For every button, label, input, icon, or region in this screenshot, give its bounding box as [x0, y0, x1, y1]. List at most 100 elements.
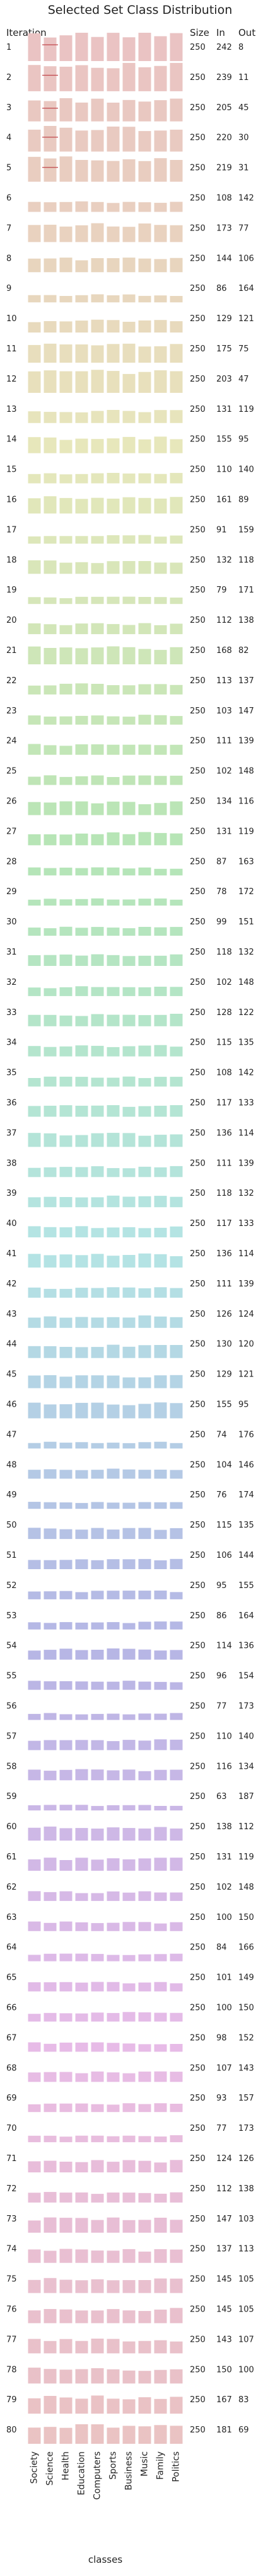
in-value: 220 — [216, 133, 232, 143]
size-value: 250 — [190, 2426, 206, 2435]
class-bar — [122, 1106, 136, 1117]
x-tick-label: Health — [61, 2451, 71, 2480]
class-bar — [75, 1559, 88, 1569]
in-value: 102 — [216, 767, 232, 776]
in-value: 77 — [216, 1702, 227, 1711]
out-value: 166 — [238, 1943, 254, 1953]
class-bar — [44, 988, 57, 996]
class-bar — [138, 320, 151, 333]
iteration-row: 75 250 145 105 — [6, 2275, 254, 2293]
class-bar — [170, 2397, 183, 2414]
class-bar — [122, 1983, 136, 1992]
iteration-label: 15 — [6, 465, 17, 475]
size-value: 250 — [190, 2033, 206, 2043]
class-bar — [122, 159, 136, 182]
class-bar — [154, 1375, 167, 1388]
class-bar — [138, 684, 151, 695]
iteration-label: 50 — [6, 1521, 17, 1530]
class-bar — [59, 867, 73, 876]
in-value: 86 — [216, 284, 227, 293]
class-bar — [107, 685, 120, 695]
class-bar — [170, 1375, 183, 1388]
class-bar — [122, 1133, 136, 1147]
class-bar — [28, 2193, 41, 2203]
out-value: 121 — [238, 314, 254, 324]
class-bar — [154, 65, 167, 91]
class-bar — [107, 1443, 120, 1449]
iteration-label: 47 — [6, 1430, 17, 1439]
class-bar — [28, 474, 41, 484]
class-bar — [75, 1106, 88, 1117]
class-bar — [170, 1739, 183, 1750]
class-bar — [107, 33, 120, 61]
iteration-row: 80 250 181 69 — [6, 2424, 249, 2444]
iteration-row: 23 250 103 147 — [6, 706, 254, 725]
class-bar — [154, 2369, 167, 2384]
in-value: 115 — [216, 1038, 232, 1048]
class-bar — [154, 1316, 167, 1328]
in-value: 108 — [216, 194, 232, 203]
iteration-label: 44 — [6, 1340, 17, 1349]
class-bar — [91, 954, 104, 966]
class-bar — [107, 1891, 120, 1901]
class-bar — [75, 1740, 88, 1750]
size-value: 250 — [190, 375, 206, 384]
class-bar — [170, 1528, 183, 1540]
class-bar — [59, 2369, 73, 2384]
class-bar — [59, 1105, 73, 1117]
class-bar — [59, 1769, 73, 1781]
size-value: 250 — [190, 435, 206, 445]
class-bar — [170, 775, 183, 785]
class-bar — [107, 1770, 120, 1781]
class-bar — [59, 1953, 73, 1961]
class-bar — [122, 322, 136, 333]
out-value: 106 — [238, 254, 254, 263]
in-value: 205 — [216, 103, 232, 113]
class-bar — [138, 1805, 151, 1811]
class-bar — [59, 1502, 73, 1509]
class-bar — [122, 1859, 136, 1871]
in-value: 138 — [216, 1822, 232, 1832]
class-bar — [154, 1227, 167, 1238]
in-value: 129 — [216, 314, 232, 324]
class-bar — [170, 62, 183, 91]
in-value: 103 — [216, 706, 232, 716]
out-value: 155 — [238, 1581, 254, 1591]
iteration-row: 63 250 100 150 — [6, 1913, 254, 1931]
class-bar — [170, 647, 183, 664]
class-bar — [28, 157, 41, 182]
x-tick-label: Politics — [172, 2451, 182, 2482]
class-bar — [138, 2044, 151, 2052]
class-bar — [91, 775, 104, 785]
size-header: Size — [190, 27, 209, 38]
class-bar — [59, 1591, 73, 1599]
iteration-row: 38 250 111 139 — [6, 1159, 254, 1177]
out-value: 146 — [238, 1460, 254, 1470]
class-bar — [44, 685, 57, 695]
class-bar — [170, 1502, 183, 1509]
class-bar — [107, 295, 120, 303]
class-bar — [154, 1077, 167, 1087]
x-tick-label: Sports — [108, 2451, 119, 2480]
class-bar — [91, 223, 104, 242]
out-value: 154 — [238, 1672, 254, 1681]
class-bar — [75, 1769, 88, 1781]
iteration-row: 24 250 111 139 — [6, 737, 254, 755]
class-bar — [122, 2249, 136, 2263]
class-bar — [75, 371, 88, 393]
class-bar — [107, 498, 120, 514]
class-bar — [154, 2340, 167, 2354]
class-bar — [138, 899, 151, 906]
out-value: 114 — [238, 1128, 254, 1138]
class-bar — [154, 1106, 167, 1117]
class-bar — [59, 1376, 73, 1388]
class-bar — [28, 1046, 41, 1057]
class-bar — [44, 321, 57, 333]
class-bar — [59, 1227, 73, 1238]
class-bar — [28, 955, 41, 966]
iteration-row: 52 250 95 155 — [6, 1581, 254, 1599]
class-bar — [154, 1135, 167, 1147]
class-bar — [154, 2218, 167, 2233]
size-value: 250 — [190, 706, 206, 716]
class-bar — [59, 1470, 73, 1479]
